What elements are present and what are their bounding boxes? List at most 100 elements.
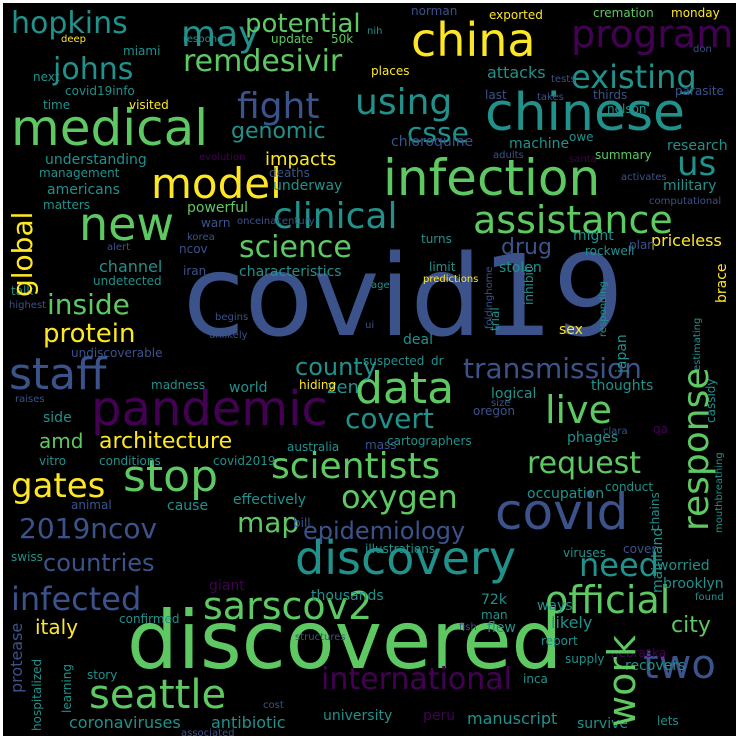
word-visited: visited: [129, 98, 169, 112]
word-raises: raises: [15, 394, 45, 405]
word-learning: learning: [60, 664, 74, 713]
word-likely: likely: [551, 613, 593, 632]
word-brace: brace: [714, 263, 730, 303]
word-machine: machine: [509, 136, 570, 152]
word-transmission: transmission: [463, 352, 642, 385]
word-unlikely: unlikely: [209, 330, 248, 341]
word-summary: summary: [595, 148, 652, 162]
word-cartographers: cartographers: [387, 434, 472, 448]
word-coronaviruses: coronaviruses: [69, 713, 181, 732]
word-covid2019: covid2019: [213, 454, 276, 468]
word-discovered: discovered: [127, 594, 563, 687]
word-sex: sex: [559, 322, 583, 338]
word-alert: alert: [107, 242, 131, 253]
word-lets: lets: [657, 714, 679, 728]
word-madness: madness: [151, 378, 206, 392]
word-structures: structures: [295, 632, 346, 643]
word-confirmed: confirmed: [119, 612, 180, 626]
word-new: new: [79, 197, 175, 251]
word-americans: americans: [47, 182, 120, 198]
word-architecture: architecture: [99, 429, 233, 454]
word-respond: respond: [183, 34, 224, 45]
word-viruses: viruses: [563, 546, 606, 560]
word-qa: qa: [653, 422, 668, 436]
word-report: report: [541, 634, 578, 648]
word-conditions: conditions: [99, 454, 161, 468]
word-thirds: thirds: [593, 88, 628, 102]
word-santa: santa: [569, 154, 597, 165]
word-infection: infection: [383, 149, 601, 207]
word-protease: protease: [7, 622, 26, 693]
word-university: university: [323, 708, 393, 724]
word-deaths: deaths: [269, 166, 310, 180]
word-military: military: [663, 178, 717, 194]
word-places: places: [371, 64, 410, 78]
word-age: age: [371, 280, 390, 291]
word-gates: gates: [11, 466, 106, 506]
word-tests: tests: [551, 74, 576, 85]
word-onceinacentury: onceinacentury: [237, 216, 315, 227]
word-infected: infected: [11, 580, 142, 618]
word-model: model: [151, 159, 282, 208]
word-chains: chains: [648, 492, 662, 531]
word-owe: owe: [569, 130, 594, 144]
word-phages: phages: [567, 430, 619, 446]
word-survive: survive: [577, 716, 628, 732]
word-monday: monday: [671, 6, 720, 20]
word-cost: cost: [263, 700, 284, 711]
word-man: man: [481, 608, 508, 622]
word-fight: fight: [237, 86, 320, 127]
word-vitro: vitro: [39, 454, 67, 468]
word-chloroquine: chloroquine: [391, 134, 474, 150]
word-oregon: oregon: [473, 404, 515, 418]
word-supply: supply: [565, 652, 605, 666]
word-worried: worried: [657, 558, 710, 574]
word-csse: csse: [407, 116, 469, 149]
word-epidemiology: epidemiology: [303, 517, 466, 545]
word-animal: animal: [71, 498, 112, 512]
word-official: official: [545, 578, 671, 622]
word-chinese: chinese: [485, 83, 686, 143]
word-exported: exported: [489, 8, 543, 22]
word-countries: countries: [43, 549, 155, 577]
word-hospitalized: hospitalized: [30, 658, 44, 731]
word-dr: dr: [431, 354, 444, 368]
word-covid: covid: [495, 483, 629, 541]
word-using: using: [355, 82, 453, 123]
word-powerful: powerful: [187, 200, 248, 216]
word-deal: deal: [403, 332, 433, 348]
word-stolen: stolen: [499, 260, 542, 276]
word-channel: channel: [99, 257, 163, 276]
word-undetected: undetected: [93, 274, 162, 288]
word-recovers: recovers: [625, 658, 686, 674]
word-nebraska: nebraska: [611, 646, 667, 660]
word-underway: underway: [273, 178, 343, 194]
word-science: science: [239, 230, 352, 265]
word-genomic: genomic: [231, 119, 326, 144]
word-logical: logical: [491, 386, 537, 402]
word-china: china: [411, 13, 536, 67]
word-clara: clara: [603, 426, 628, 437]
word-global: global: [6, 211, 39, 297]
word-potential: potential: [245, 9, 361, 39]
word-inca: inca: [523, 672, 548, 686]
word-illustrations: illustrations: [365, 542, 436, 556]
word-2019ncov: 2019ncov: [19, 512, 158, 545]
word-response: response: [676, 367, 717, 531]
word-next: next: [33, 70, 60, 84]
word-side: side: [43, 410, 72, 426]
word-suspected: suspected: [363, 354, 425, 368]
word-two: two: [643, 642, 716, 688]
word-remdesivir: remdesivir: [183, 44, 343, 79]
word-limit: limit: [429, 260, 456, 274]
word-giant: giant: [209, 578, 245, 594]
word-cloud: covid19 discovered pandemic chinese medi…: [3, 3, 736, 736]
word-matters: matters: [43, 198, 91, 212]
word-zen: zen: [327, 377, 359, 398]
word-assistance: assistance: [473, 198, 673, 242]
word-protein: protein: [43, 319, 136, 349]
word-seattle: seattle: [89, 672, 227, 718]
word-data: data: [355, 363, 455, 414]
word-norman: norman: [411, 4, 458, 18]
word-italy: italy: [35, 615, 79, 639]
